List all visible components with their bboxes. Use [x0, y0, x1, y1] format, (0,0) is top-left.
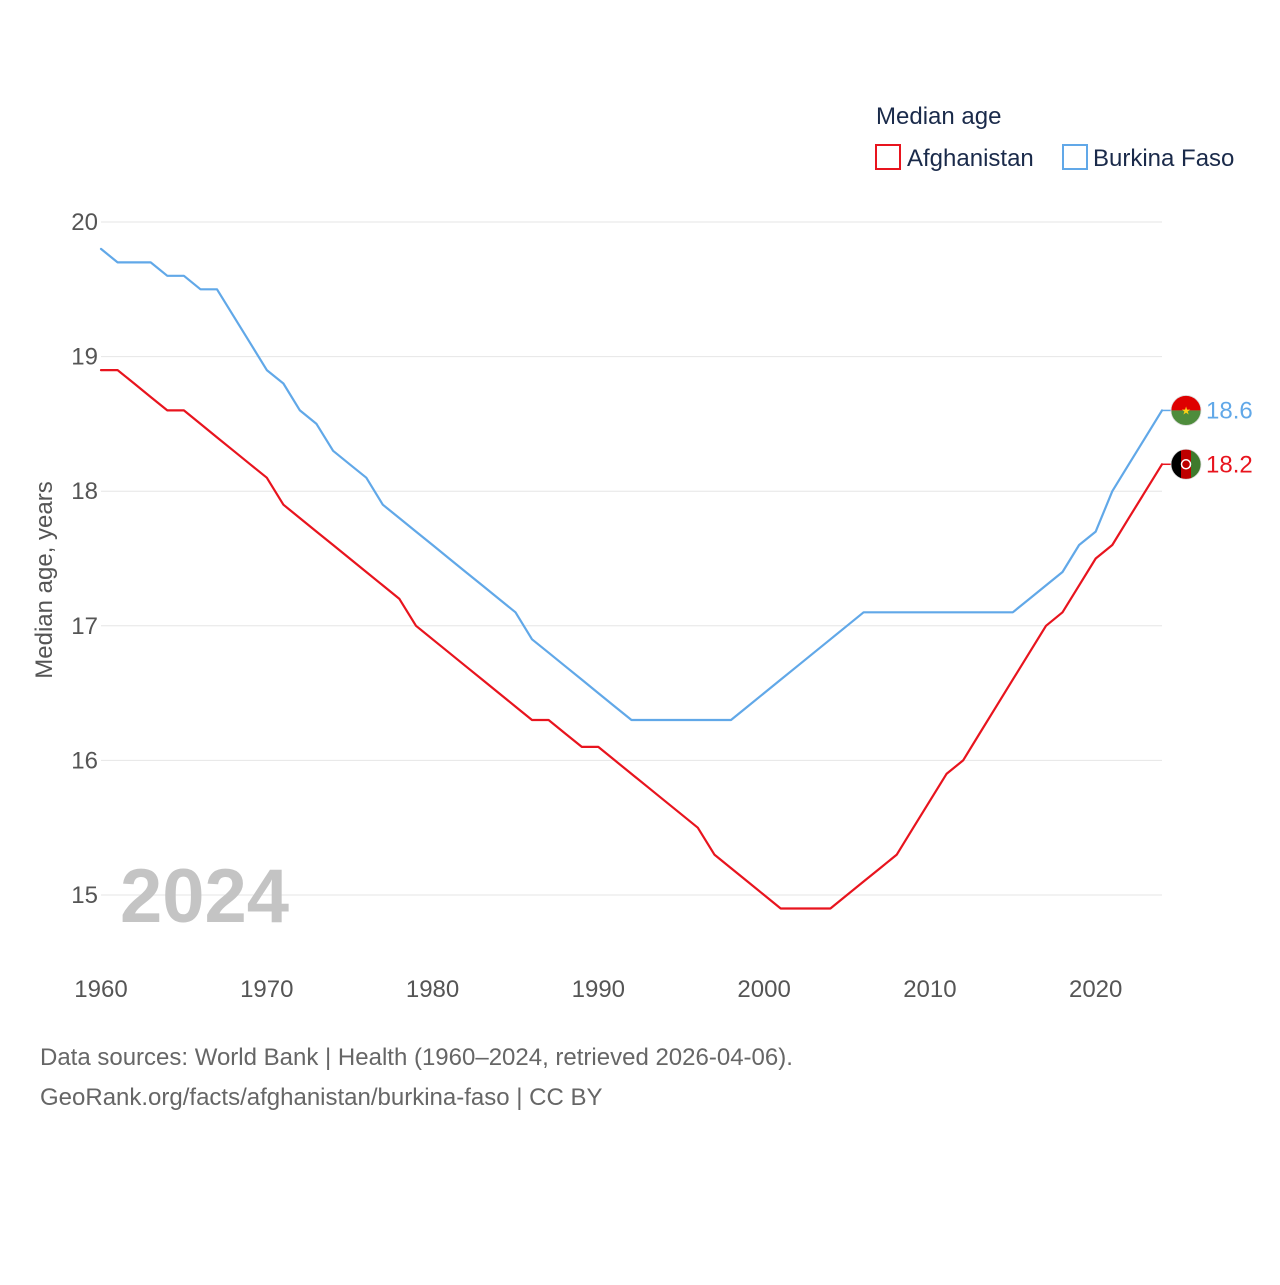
- x-tick-label: 2020: [1069, 976, 1122, 1003]
- legend-swatch-burkina-faso: [1062, 144, 1088, 170]
- svg-text:★: ★: [1181, 405, 1191, 417]
- x-tick-label: 1970: [240, 976, 293, 1003]
- series-line-afghanistan[interactable]: [99, 369, 1164, 910]
- x-tick-label: 1960: [74, 976, 127, 1003]
- legend-item-afghanistan[interactable]: Afghanistan: [875, 144, 1034, 172]
- attribution-link[interactable]: GeoRank.org/facts/afghanistan/burkina-fa…: [40, 1084, 603, 1111]
- legend-title: Median age: [876, 103, 1001, 130]
- y-tick-label: 16: [71, 747, 98, 774]
- grid-lines: [101, 221, 1162, 896]
- end-value-label-afghanistan: 18.2: [1206, 451, 1253, 478]
- x-tick-label: 1990: [572, 976, 625, 1003]
- legend: Median age Afghanistan Burkina Faso: [875, 103, 1234, 172]
- x-tick-label: 1980: [406, 976, 459, 1003]
- legend-label-afghanistan: Afghanistan: [907, 145, 1034, 172]
- y-tick-label: 17: [71, 613, 98, 640]
- series-lines: [99, 247, 1164, 910]
- legend-swatch-afghanistan: [875, 144, 901, 170]
- y-axis-ticks: 15 16 17 18 19 20: [71, 209, 98, 909]
- series-line-burkina-faso[interactable]: [99, 247, 1164, 722]
- x-tick-label: 2000: [737, 976, 790, 1003]
- end-value-label-burkina-faso: 18.6: [1206, 397, 1253, 424]
- y-tick-label: 20: [71, 209, 98, 236]
- afghanistan-flag-icon: [1170, 448, 1202, 480]
- legend-item-burkina-faso[interactable]: Burkina Faso: [1062, 144, 1234, 172]
- series-end-markers: 18.2 ★ 18.6: [1162, 395, 1253, 480]
- x-axis-ticks: 1960 1970 1980 1990 2000 2010 2020: [74, 976, 1122, 1003]
- y-axis-label: Median age, years: [31, 481, 58, 678]
- year-watermark: 2024: [120, 854, 289, 939]
- data-source-text: Data sources: World Bank | Health (1960–…: [40, 1044, 793, 1071]
- y-tick-label: 19: [71, 344, 98, 371]
- burkina-faso-flag-icon: ★: [1170, 395, 1202, 426]
- legend-label-burkina-faso: Burkina Faso: [1093, 145, 1234, 172]
- y-tick-label: 18: [71, 478, 98, 505]
- y-tick-label: 15: [71, 882, 98, 909]
- x-tick-label: 2010: [903, 976, 956, 1003]
